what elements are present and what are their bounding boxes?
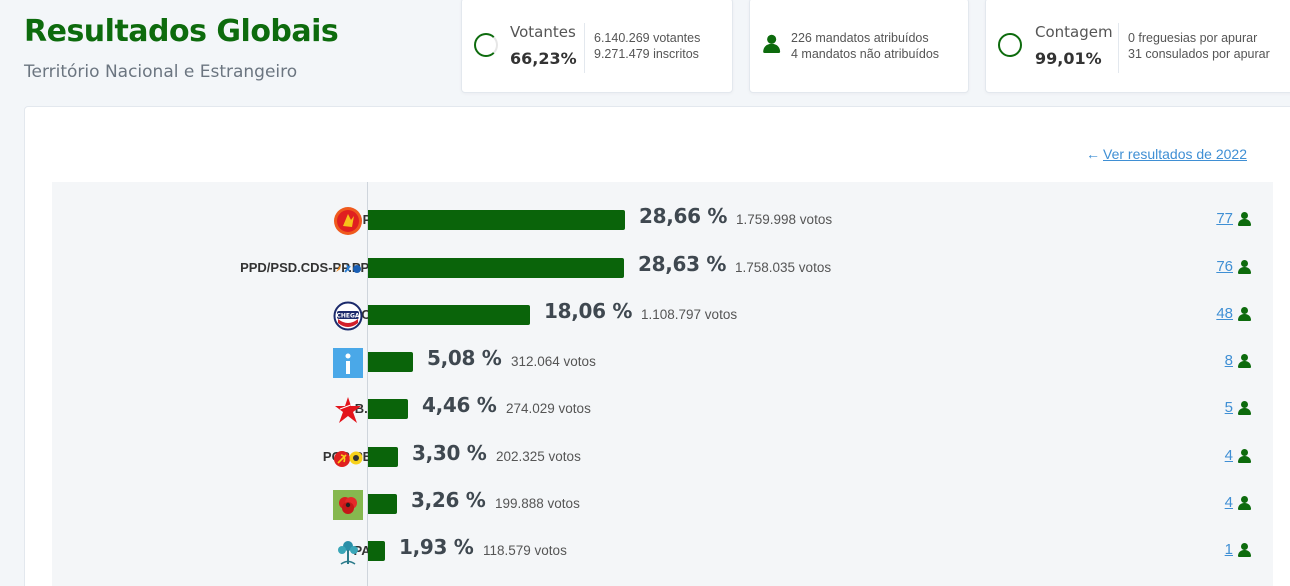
percent-label: 3,30 % bbox=[412, 441, 487, 465]
percent-label: 28,63 % bbox=[638, 252, 727, 276]
mandatos-atribuidos: 226 mandatos atribuídos bbox=[791, 31, 929, 45]
cdu-logo-icon bbox=[333, 443, 363, 473]
person-icon bbox=[1237, 543, 1251, 558]
seats-link[interactable]: 1 bbox=[1224, 541, 1233, 558]
person-icon bbox=[1237, 354, 1251, 369]
result-bar bbox=[368, 305, 530, 325]
seats-link[interactable]: 4 bbox=[1224, 447, 1233, 464]
page-title: Resultados Globais bbox=[24, 14, 339, 49]
seats-link[interactable]: 5 bbox=[1224, 399, 1233, 416]
votantes-label: Votantes bbox=[510, 23, 576, 41]
percent-label: 4,46 % bbox=[422, 393, 497, 417]
person-icon bbox=[1237, 260, 1251, 275]
votantes-count: 6.140.269 votantes bbox=[594, 31, 701, 45]
previous-results-link-label: Ver resultados de 2022 bbox=[1103, 146, 1247, 162]
chega-logo-icon: CHEGA bbox=[333, 301, 363, 331]
count-progress-ring-icon bbox=[998, 33, 1022, 57]
seats-link[interactable]: 4 bbox=[1224, 494, 1233, 511]
result-bar bbox=[368, 494, 397, 514]
freguesias-por-apurar: 0 freguesias por apurar bbox=[1128, 31, 1258, 45]
votes-label: 274.029 votos bbox=[506, 401, 591, 416]
result-bar bbox=[368, 399, 408, 419]
votes-label: 202.325 votos bbox=[496, 449, 581, 464]
inscritos-count: 9.271.479 inscritos bbox=[594, 47, 699, 61]
arrow-left-icon: ← bbox=[1086, 146, 1100, 162]
votantes-percent: 66,23% bbox=[510, 49, 577, 68]
person-icon bbox=[762, 34, 781, 55]
percent-label: 1,93 % bbox=[399, 535, 474, 559]
contagem-percent: 99,01% bbox=[1035, 49, 1102, 68]
result-bar bbox=[368, 352, 413, 372]
consulados-por-apurar: 31 consulados por apurar bbox=[1128, 47, 1270, 61]
mandatos-nao-atribuidos: 4 mandatos não atribuídos bbox=[791, 47, 940, 61]
votes-label: 312.064 votos bbox=[511, 354, 596, 369]
results-chart bbox=[52, 182, 1273, 586]
percent-label: 5,08 % bbox=[427, 346, 502, 370]
person-icon bbox=[1237, 307, 1251, 322]
seats-link[interactable]: 48 bbox=[1216, 305, 1233, 322]
person-icon bbox=[1237, 212, 1251, 227]
party-row: PAN 1,93 % 118.579 votos 1 bbox=[52, 529, 1273, 573]
votes-label: 1.758.035 votos bbox=[735, 260, 832, 275]
previous-results-link[interactable]: ← Ver resultados de 2022 bbox=[1086, 146, 1247, 162]
livre-poppy-icon bbox=[333, 490, 363, 520]
person-icon bbox=[1237, 401, 1251, 416]
seats-link[interactable]: 8 bbox=[1224, 352, 1233, 369]
votes-label: 1.108.797 votos bbox=[641, 307, 738, 322]
contagem-label: Contagem bbox=[1035, 23, 1113, 41]
result-bar bbox=[368, 447, 398, 467]
person-icon bbox=[1237, 496, 1251, 511]
percent-label: 18,06 % bbox=[544, 299, 633, 323]
pan-tree-icon bbox=[333, 537, 363, 567]
votantes-card: Votantes 66,23% 6.140.269 votantes 9.271… bbox=[461, 0, 733, 93]
svg-text:CHEGA: CHEGA bbox=[336, 313, 359, 320]
result-bar bbox=[368, 541, 385, 561]
il-logo-icon bbox=[333, 348, 363, 378]
chart-axis-line bbox=[367, 182, 368, 586]
result-bar bbox=[368, 258, 624, 278]
ad-logo-icon bbox=[333, 254, 363, 284]
turnout-progress-ring-icon bbox=[474, 33, 498, 57]
votes-label: 199.888 votos bbox=[495, 496, 580, 511]
person-icon bbox=[1237, 449, 1251, 464]
percent-label: 3,26 % bbox=[411, 488, 486, 512]
be-star-icon bbox=[333, 395, 363, 425]
page-subtitle: Território Nacional e Estrangeiro bbox=[24, 62, 298, 82]
party-row: PPD/PSD.CDS-PP.PPM 28,63 % 1.758.035 votos… bbox=[52, 246, 1273, 290]
seats-link[interactable]: 77 bbox=[1216, 210, 1233, 227]
mandatos-card: 226 mandatos atribuídos 4 mandatos não a… bbox=[749, 0, 969, 93]
votes-label: 1.759.998 votos bbox=[736, 212, 833, 227]
card-divider bbox=[584, 23, 585, 73]
result-bar bbox=[368, 210, 625, 230]
contagem-card: Contagem 99,01% 0 freguesias por apurar … bbox=[985, 0, 1290, 93]
votes-label: 118.579 votos bbox=[483, 543, 567, 558]
seats-link[interactable]: 76 bbox=[1216, 258, 1233, 275]
percent-label: 28,66 % bbox=[639, 204, 728, 228]
ps-logo-icon bbox=[333, 206, 363, 236]
card-divider bbox=[1118, 23, 1119, 73]
